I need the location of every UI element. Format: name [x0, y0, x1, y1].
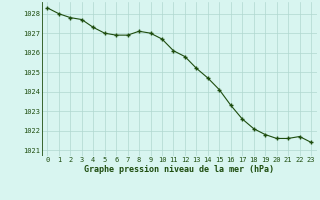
X-axis label: Graphe pression niveau de la mer (hPa): Graphe pression niveau de la mer (hPa): [84, 165, 274, 174]
